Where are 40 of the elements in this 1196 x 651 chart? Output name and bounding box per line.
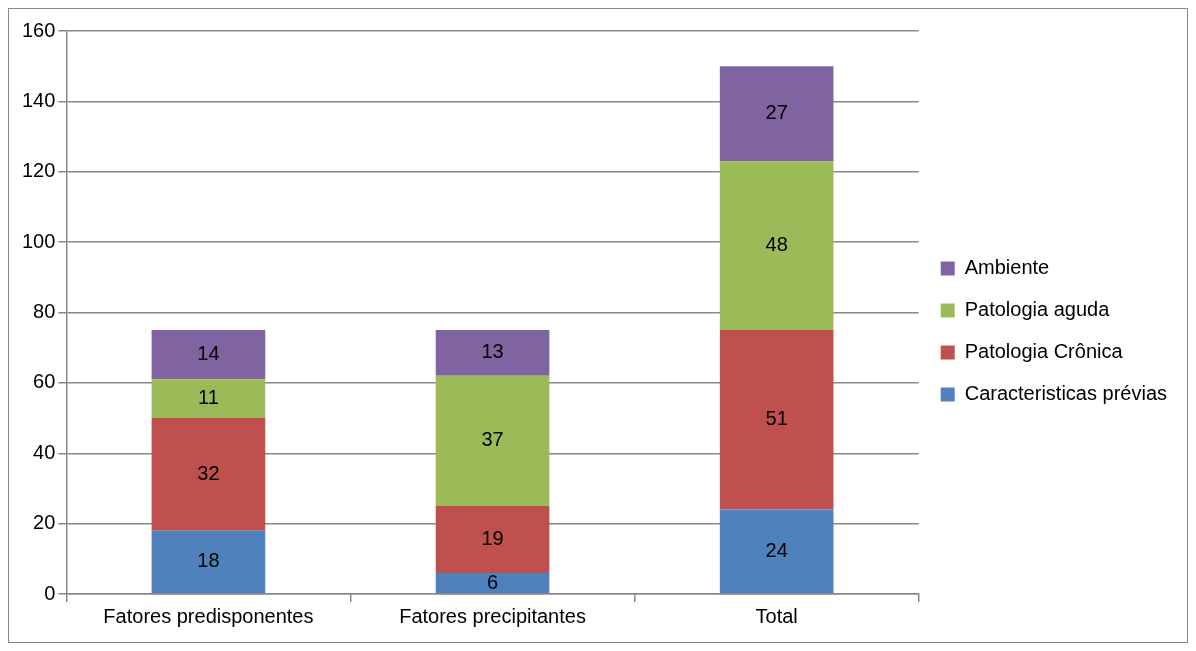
data-label: 11 (198, 386, 219, 409)
bar (435, 506, 550, 573)
legend-label: Patologia aguda (964, 298, 1111, 321)
bar (151, 330, 266, 380)
legend-label: Caracteristicas prévias (964, 382, 1168, 405)
bar (151, 379, 266, 419)
legend-label: Patologia Crônica (964, 340, 1124, 363)
data-label: 27 (765, 101, 788, 124)
data-label: 37 (481, 428, 504, 451)
y-tick-label: 120 (21, 159, 56, 182)
x-tick-label: Fatores precipitantes (399, 604, 586, 627)
y-tick-label: 140 (21, 88, 56, 111)
y-tick-label: 100 (21, 229, 56, 252)
bar (435, 330, 550, 376)
legend-label: Ambiente (964, 256, 1050, 279)
y-tick-label: 80 (33, 300, 56, 323)
data-label: 13 (481, 340, 504, 363)
bar (719, 330, 834, 510)
data-label: 51 (765, 407, 788, 430)
data-label: 19 (481, 526, 504, 549)
y-tick-label: 0 (44, 581, 56, 604)
bar (151, 530, 266, 594)
x-tick-label: Fatores predisponentes (103, 604, 314, 627)
y-tick-label: 20 (33, 511, 56, 534)
data-label: 6 (486, 570, 499, 593)
data-label: 32 (197, 461, 220, 484)
y-tick-label: 60 (33, 370, 56, 393)
data-label: 48 (765, 233, 788, 256)
bar (435, 572, 550, 594)
bar (151, 418, 266, 531)
data-label: 18 (197, 549, 220, 572)
y-tick-label: 160 (21, 18, 56, 41)
y-tick-label: 40 (33, 440, 56, 463)
bar (435, 375, 550, 507)
data-label: 24 (765, 538, 788, 561)
x-tick-label: Total (755, 604, 798, 627)
bar (719, 161, 834, 331)
data-label: 14 (197, 342, 220, 365)
bar (719, 509, 834, 594)
bar (719, 66, 834, 162)
